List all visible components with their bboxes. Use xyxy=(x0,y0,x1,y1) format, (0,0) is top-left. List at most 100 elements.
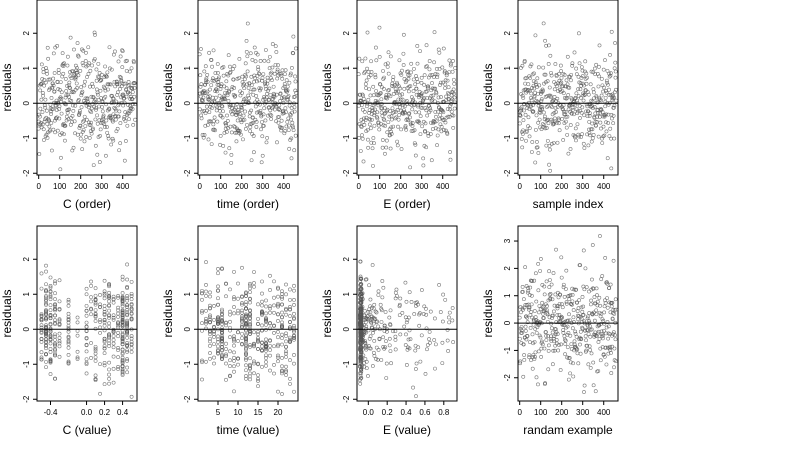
data-point xyxy=(287,80,292,85)
data-point xyxy=(48,285,53,290)
data-point xyxy=(284,308,288,312)
data-point xyxy=(250,115,255,120)
data-point xyxy=(250,57,255,62)
data-point xyxy=(533,160,538,165)
data-points xyxy=(356,25,458,170)
data-point xyxy=(237,129,242,133)
data-point xyxy=(129,308,134,312)
data-point xyxy=(120,300,125,305)
data-point xyxy=(129,294,134,298)
data-point xyxy=(264,95,269,100)
data-point xyxy=(438,80,443,85)
x-tick-label: 200 xyxy=(555,408,569,417)
data-point xyxy=(603,256,608,260)
data-point xyxy=(44,269,48,274)
data-point xyxy=(409,61,414,66)
data-point xyxy=(44,323,48,328)
data-point xyxy=(559,255,564,260)
data-point xyxy=(75,349,80,354)
data-point xyxy=(256,332,260,336)
data-point xyxy=(587,113,592,118)
data-point xyxy=(428,341,432,345)
data-point xyxy=(605,156,610,161)
y-axis-label: residuals xyxy=(0,63,14,111)
data-point xyxy=(232,355,236,360)
data-point xyxy=(84,292,89,297)
data-point xyxy=(252,281,256,285)
data-point xyxy=(260,76,265,80)
data-point xyxy=(288,337,292,342)
data-point xyxy=(451,340,456,344)
data-point xyxy=(358,259,363,264)
data-point xyxy=(276,312,280,317)
data-point xyxy=(366,97,371,102)
data-point xyxy=(284,282,288,287)
data-point xyxy=(248,129,253,134)
data-point xyxy=(382,118,387,123)
data-point xyxy=(264,353,268,358)
data-point xyxy=(288,297,292,302)
y-tick-label: 1 xyxy=(183,65,192,70)
data-point xyxy=(276,335,280,340)
data-point xyxy=(216,319,220,324)
data-point xyxy=(605,68,610,73)
data-point xyxy=(609,136,613,141)
data-point xyxy=(397,105,402,110)
data-point xyxy=(252,87,257,92)
data-point xyxy=(39,329,44,334)
data-point xyxy=(439,95,443,99)
data-point xyxy=(107,282,111,286)
data-point xyxy=(421,156,426,161)
data-point xyxy=(558,63,563,68)
data-point xyxy=(527,293,532,297)
data-point xyxy=(104,118,109,123)
data-point xyxy=(227,146,232,151)
data-point xyxy=(82,114,87,119)
data-point xyxy=(358,304,363,309)
data-point xyxy=(411,385,415,390)
data-point xyxy=(84,349,89,354)
data-point xyxy=(589,298,594,303)
data-point xyxy=(61,64,66,68)
data-point xyxy=(59,90,64,95)
data-point xyxy=(284,351,288,356)
data-point xyxy=(285,120,290,124)
data-point xyxy=(84,362,89,367)
data-point xyxy=(204,294,208,298)
data-point xyxy=(612,346,617,351)
data-point xyxy=(49,96,54,100)
data-point xyxy=(371,330,375,335)
data-point xyxy=(587,344,592,349)
data-point xyxy=(244,344,248,349)
data-point xyxy=(216,315,220,320)
data-point xyxy=(240,323,244,328)
data-point xyxy=(384,145,389,150)
data-point xyxy=(541,89,545,93)
data-point xyxy=(56,71,61,75)
data-point xyxy=(125,286,129,290)
data-point xyxy=(571,374,576,379)
data-point xyxy=(443,78,448,83)
data-point xyxy=(383,123,388,128)
data-point xyxy=(207,50,212,55)
data-point xyxy=(75,333,80,338)
data-point xyxy=(39,357,44,362)
data-point xyxy=(50,81,55,86)
x-tick-label: 400 xyxy=(277,182,291,191)
data-point xyxy=(239,107,244,112)
data-point xyxy=(115,82,119,87)
x-tick-label: 0 xyxy=(197,182,202,191)
data-point xyxy=(102,361,107,365)
data-point xyxy=(386,50,391,55)
data-point xyxy=(46,56,51,61)
data-point xyxy=(578,95,583,100)
y-tick-label: 2 xyxy=(22,30,31,35)
data-point xyxy=(441,80,445,85)
data-point xyxy=(275,67,280,72)
data-point xyxy=(256,322,260,326)
data-point xyxy=(592,96,596,101)
data-point xyxy=(370,305,374,310)
data-point xyxy=(585,323,590,328)
